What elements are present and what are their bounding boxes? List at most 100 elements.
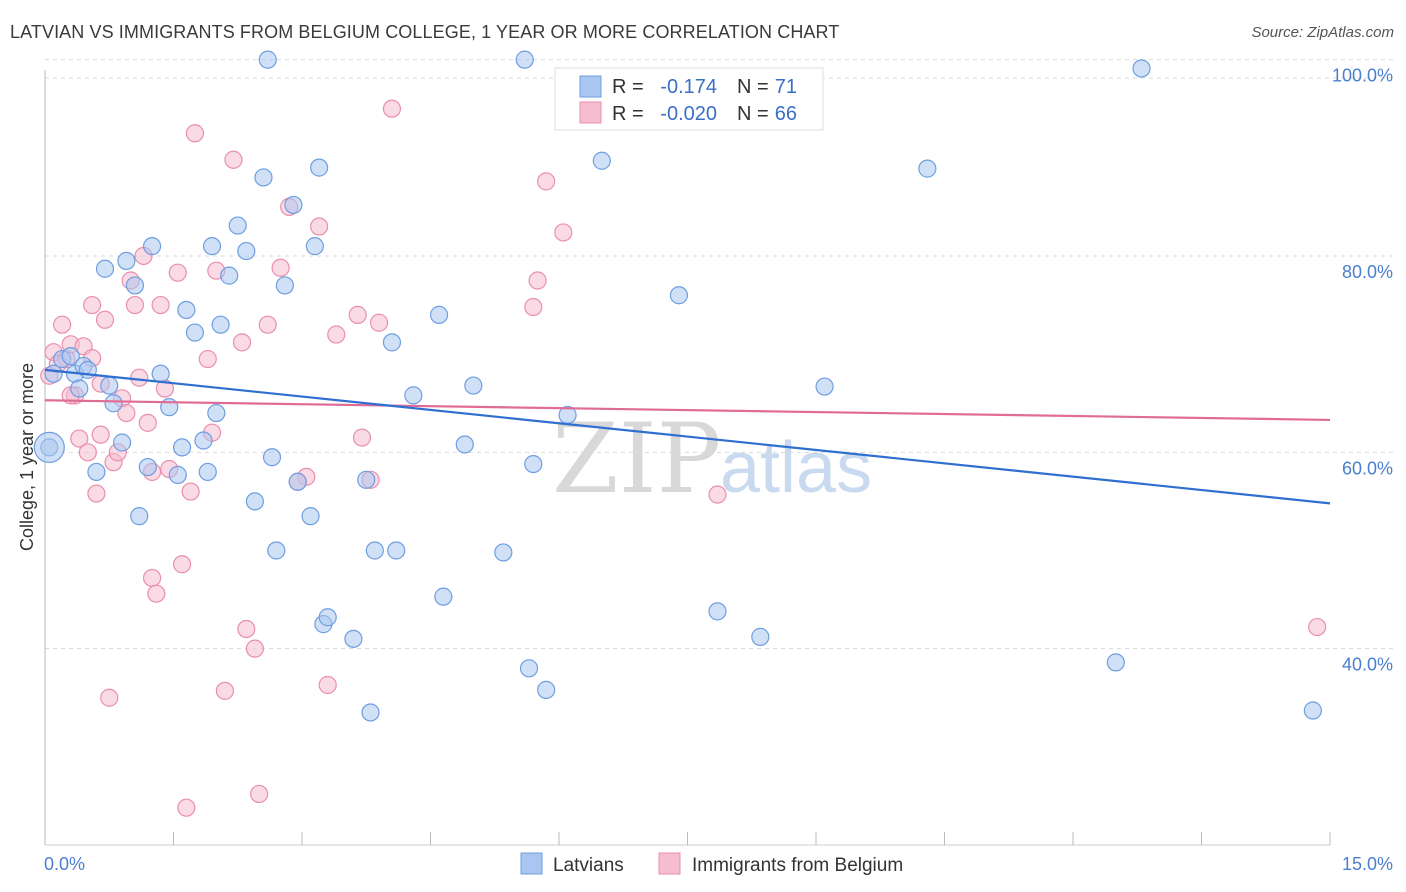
trend-lines — [44, 368, 1331, 505]
latvian-point — [275, 276, 294, 295]
belgium-point — [125, 295, 145, 315]
latvian-point — [245, 492, 264, 511]
latvian-point — [151, 364, 170, 383]
latvian-points — [33, 50, 1322, 722]
latvian-point — [1132, 59, 1151, 78]
legend-n-label-2: N = — [737, 103, 769, 125]
y-tick-labels: 40.0% 60.0% 80.0% 100.0% — [1332, 66, 1393, 675]
belgium-point — [172, 555, 192, 574]
belgium-point — [181, 482, 200, 501]
latvian-point — [288, 472, 307, 491]
belgium-point — [117, 403, 136, 423]
belgium-point — [1308, 617, 1327, 637]
legend-r-value-1: -0.174 — [660, 76, 717, 98]
belgium-point — [168, 263, 187, 282]
watermark-atlas: atlas — [720, 428, 872, 508]
bottom-legend-swatch-belgium — [658, 852, 681, 875]
belgium-point — [554, 223, 573, 242]
y-tick-label: 40.0% — [1342, 655, 1393, 675]
belgium-point — [258, 315, 277, 334]
latvian-point — [464, 376, 483, 395]
belgium-point — [250, 784, 269, 804]
gridlines — [45, 59, 1393, 650]
belgium-point — [177, 798, 196, 817]
latvian-point — [33, 431, 65, 464]
belgium-trend-line — [44, 399, 1331, 422]
belgium-point — [537, 172, 556, 191]
bottom-legend-latvians: Latvians — [553, 855, 624, 876]
latvian-point — [301, 507, 320, 526]
latvian-point — [237, 241, 256, 261]
latvian-point — [494, 543, 513, 562]
belgium-point — [327, 325, 346, 344]
latvian-point — [751, 627, 770, 646]
latvian-point — [318, 608, 337, 627]
latvian-point — [918, 159, 937, 178]
latvian-point — [228, 216, 247, 235]
latvian-point — [519, 659, 539, 678]
latvian-point — [44, 364, 63, 383]
y-tick-label: 80.0% — [1342, 262, 1393, 282]
latvian-point — [198, 462, 217, 482]
latvian-point — [434, 587, 453, 606]
belgium-point — [232, 333, 252, 352]
latvian-point — [61, 347, 80, 366]
belgium-point — [142, 568, 162, 588]
latvian-point — [258, 50, 277, 69]
bottom-legend-swatch-latvians — [520, 852, 543, 875]
belgium-point — [198, 349, 217, 369]
latvian-point — [117, 251, 136, 270]
belgium-point — [138, 413, 157, 432]
latvian-point — [211, 315, 230, 334]
belgium-point — [237, 619, 256, 639]
latvian-point — [708, 602, 727, 621]
y-axis-title: College, 1 year or more — [17, 363, 37, 551]
latvian-point — [382, 333, 402, 352]
latvian-point — [87, 462, 106, 482]
latvian-point — [172, 438, 192, 457]
latvian-point — [104, 394, 123, 413]
latvian-point — [592, 151, 611, 170]
legend-r-label-1: R = — [612, 76, 644, 98]
legend-swatch-latvians — [579, 75, 602, 98]
legend-r-label-2: R = — [612, 103, 644, 125]
latvian-point — [1303, 701, 1322, 720]
latvian-point — [262, 448, 282, 467]
latvian-point — [387, 541, 406, 560]
latvian-point — [515, 50, 534, 69]
legend-n-value-1: 71 — [775, 76, 797, 98]
legend-n-label-1: N = — [737, 76, 769, 98]
latvian-point — [1106, 653, 1125, 672]
bottom-legend-belgium: Immigrants from Belgium — [692, 855, 903, 876]
belgium-point — [215, 681, 234, 700]
latvian-point — [344, 629, 363, 648]
belgium-point — [130, 368, 149, 387]
latvian-point — [284, 195, 303, 215]
belgium-point — [83, 295, 102, 315]
latvian-point — [168, 465, 187, 484]
latvian-point — [207, 403, 226, 423]
legend-r-value-2: -0.020 — [660, 103, 717, 125]
latvian-point — [267, 541, 286, 560]
latvian-point — [404, 386, 423, 405]
belgium-point — [100, 688, 119, 707]
belgium-point — [524, 297, 543, 317]
x-ticks — [44, 832, 1331, 845]
belgium-point — [318, 675, 337, 695]
latvian-point — [202, 237, 222, 256]
y-tick-label: 60.0% — [1342, 458, 1393, 478]
bottom-legend: Latvians Immigrants from Belgium — [520, 852, 903, 876]
x-tick-label-min: 0.0% — [44, 854, 85, 874]
belgium-point — [87, 484, 106, 503]
latvian-point — [310, 158, 329, 177]
latvian-point — [524, 454, 543, 474]
belgium-point — [528, 271, 547, 290]
belgium-point — [147, 584, 166, 603]
latvian-point — [357, 470, 376, 489]
legend-n-value-2: 66 — [775, 103, 797, 125]
belgium-point — [310, 217, 329, 236]
source-credit: Source: ZipAtlas.com — [1251, 24, 1394, 41]
belgium-point — [382, 99, 402, 118]
latvian-point — [130, 507, 149, 526]
